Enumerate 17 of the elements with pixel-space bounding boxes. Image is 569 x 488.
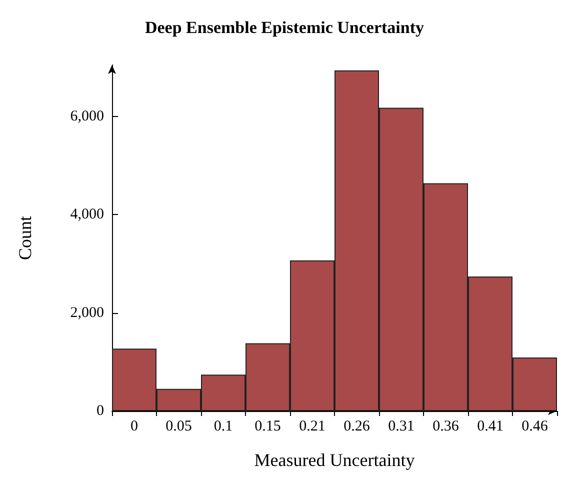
x-tick-label: 0.05 <box>166 418 192 434</box>
chart-title: Deep Ensemble Epistemic Uncertainty <box>144 18 425 37</box>
x-tick-label: 0 <box>130 418 138 434</box>
x-tick-label: 0.1 <box>214 418 233 434</box>
x-axis-title: Measured Uncertainty <box>254 450 415 470</box>
x-tick-label: 0.21 <box>299 418 326 434</box>
y-tick-label: 0 <box>96 403 104 419</box>
x-tick-label: 0.31 <box>388 418 414 434</box>
y-tick-label: 2,000 <box>70 304 104 321</box>
x-tick-label: 0.46 <box>522 418 548 434</box>
y-tick-label: 4,000 <box>70 206 104 223</box>
x-tick-label: 0.15 <box>254 418 281 434</box>
x-tick-label: 0.41 <box>477 418 504 434</box>
y-axis-title: Count <box>15 216 35 260</box>
x-tick-label: 0.36 <box>432 418 460 434</box>
y-tick-label: 6,000 <box>70 108 104 125</box>
x-tick-label: 0.26 <box>344 418 370 434</box>
